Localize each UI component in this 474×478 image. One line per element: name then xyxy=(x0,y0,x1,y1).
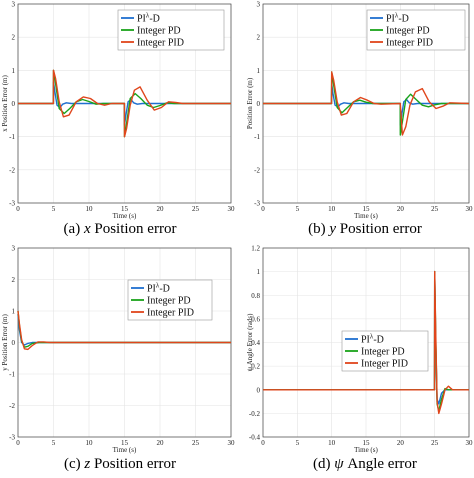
x-tick-label: 30 xyxy=(228,205,236,213)
y-tick-label: -0.2 xyxy=(249,410,261,418)
x-tick-label: 10 xyxy=(328,439,336,447)
x-axis-label: Time (s) xyxy=(113,212,137,220)
y-tick-label: 0 xyxy=(257,100,261,108)
x-tick-label: 0 xyxy=(16,439,20,447)
y-tick-label: -1 xyxy=(9,133,15,141)
x-tick-label: 5 xyxy=(52,205,56,213)
legend-box xyxy=(366,9,466,51)
legend-entry: Integer PD xyxy=(361,347,405,358)
x-tick-label: 30 xyxy=(466,205,474,213)
y-tick-label: 0.6 xyxy=(251,315,260,323)
x-tick-label: 15 xyxy=(121,205,129,213)
x-tick-label: 25 xyxy=(192,205,200,213)
x-tick-label: 10 xyxy=(86,205,94,213)
y-tick-label: -0.4 xyxy=(249,434,261,442)
legend-entry: PIλ-D xyxy=(137,12,160,25)
y-tick-label: 1 xyxy=(257,67,261,75)
chart-panel-3: 0 5 10 15 20 25 30 -3 -2 -1 0 1 2 3 Time (s) y Position… xyxy=(1,245,235,473)
y-tick-label: 1 xyxy=(12,67,16,75)
legend-entry: Integer PID xyxy=(137,38,184,49)
x-tick-label: 15 xyxy=(363,439,371,447)
x-tick-label: 20 xyxy=(157,439,165,447)
y-axis-label: x Position Error (m) xyxy=(1,75,9,132)
legend-entry: PIλ-D xyxy=(361,333,384,346)
y-tick-label: 0 xyxy=(12,339,16,347)
y-tick-label: 1 xyxy=(12,308,16,316)
y-tick-label: 0 xyxy=(12,100,16,108)
series-line-3 xyxy=(263,270,469,415)
y-tick-label: 0.4 xyxy=(251,339,260,347)
x-axis-label: Time (s) xyxy=(113,446,137,454)
chart-panel-1: 0 5 10 15 20 25 30 -3 -2 -1 0 1 2 3 Time (s) x Position… xyxy=(1,1,235,238)
x-axis-label: Time (s) xyxy=(354,212,378,220)
x-tick-label: 5 xyxy=(296,205,300,213)
x-tick-label: 30 xyxy=(228,439,236,447)
legend-entry: Integer PID xyxy=(386,38,433,49)
panel-caption: (d) ψ Angle error xyxy=(313,456,417,472)
x-tick-label: 15 xyxy=(363,205,371,213)
legend-box xyxy=(117,9,225,51)
y-axis-label: Position Error (m) xyxy=(246,77,254,129)
y-tick-label: 1 xyxy=(257,268,261,276)
x-tick-label: 20 xyxy=(397,205,405,213)
x-tick-label: 25 xyxy=(431,205,439,213)
y-tick-label: -1 xyxy=(254,133,260,141)
y-tick-label: -2 xyxy=(9,402,15,410)
series-line-3 xyxy=(18,69,231,138)
y-tick-label: -2 xyxy=(254,166,260,174)
panel-caption: (b) y Position error xyxy=(308,221,422,237)
series-line-3 xyxy=(263,71,470,136)
chart-panel-2: 0 5 10 15 20 25 30 -3 -2 -1 0 1 2 3 Time (s) Position E… xyxy=(246,1,473,238)
x-tick-label: 5 xyxy=(52,439,56,447)
legend-entry: Integer PD xyxy=(147,296,191,307)
legend-entry: Integer PD xyxy=(386,26,430,37)
x-tick-label: 0 xyxy=(261,439,265,447)
y-tick-label: 0.2 xyxy=(251,363,260,371)
y-tick-label: -1 xyxy=(9,371,15,379)
x-tick-label: 20 xyxy=(397,439,405,447)
panel-caption: (c) z Position error xyxy=(64,456,176,472)
y-tick-label: 2 xyxy=(257,34,261,42)
y-tick-label: 3 xyxy=(257,1,261,9)
panel-caption: (a) x Position error xyxy=(64,221,177,237)
x-tick-label: 5 xyxy=(296,439,300,447)
y-tick-label: 1.2 xyxy=(251,245,260,253)
y-tick-label: 3 xyxy=(12,1,16,9)
y-tick-label: -2 xyxy=(9,166,15,174)
x-tick-label: 10 xyxy=(86,439,94,447)
y-tick-label: 3 xyxy=(12,245,16,253)
legend-entry: PIλ-D xyxy=(386,12,409,25)
x-tick-label: 0 xyxy=(16,205,20,213)
x-tick-label: 25 xyxy=(192,439,200,447)
x-tick-label: 15 xyxy=(121,439,129,447)
y-tick-label: 0 xyxy=(257,386,261,394)
x-tick-label: 25 xyxy=(431,439,439,447)
y-tick-label: -3 xyxy=(254,200,260,208)
series-line-3 xyxy=(17,310,231,351)
x-tick-label: 20 xyxy=(157,205,165,213)
y-tick-label: 2 xyxy=(12,276,16,284)
x-tick-label: 30 xyxy=(466,439,474,447)
x-axis-label: Time (s) xyxy=(354,446,378,454)
legend-entry: Integer PID xyxy=(361,359,408,370)
chart-panel-4: 0 5 10 15 20 25 30 -0.4 -0.2 0 0.2 0.4 0.6 0.8 1 1.2 Tim… xyxy=(246,245,473,473)
x-tick-label: 10 xyxy=(328,205,336,213)
plot-frame xyxy=(262,247,470,438)
y-axis-label: y Position Error (m) xyxy=(1,314,9,371)
legend-entry: Integer PD xyxy=(137,26,181,37)
y-tick-label: -3 xyxy=(9,200,15,208)
y-tick-label: 0.8 xyxy=(251,292,260,300)
legend-entry: Integer PID xyxy=(147,308,194,319)
legend-entry: PIλ-D xyxy=(147,282,170,295)
y-axis-label: ψ Angle Error (rads) xyxy=(246,313,254,372)
y-tick-label: -3 xyxy=(9,434,15,442)
x-tick-label: 0 xyxy=(261,205,265,213)
y-tick-label: 2 xyxy=(12,34,16,42)
